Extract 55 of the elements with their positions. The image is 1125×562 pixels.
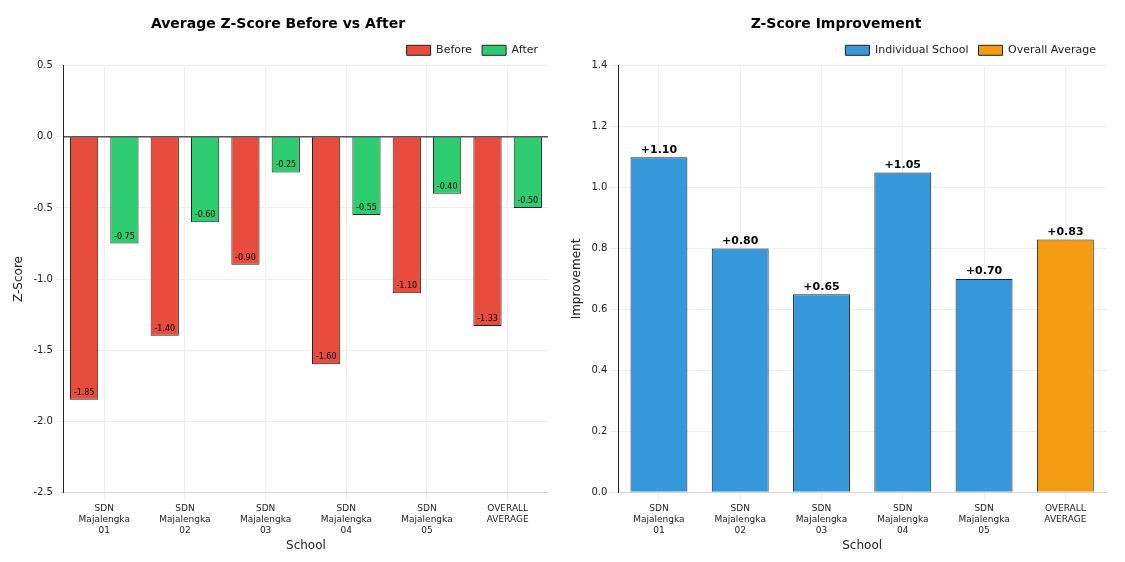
x-tick-label: SDN Majalengka 05 bbox=[401, 502, 453, 535]
data-label: -1.10 bbox=[396, 281, 418, 291]
legend-label: Before bbox=[436, 43, 473, 57]
x-tick-label: SDN Majalengka 02 bbox=[714, 502, 766, 535]
y-tick-label: -2.5 bbox=[33, 485, 53, 497]
data-label: -0.40 bbox=[436, 181, 458, 191]
data-label: -0.50 bbox=[517, 196, 539, 206]
data-label: -0.60 bbox=[194, 210, 216, 220]
y-tick-label: -0.5 bbox=[33, 201, 53, 213]
y-tick-label: 1.2 bbox=[591, 120, 608, 132]
data-label: -1.85 bbox=[73, 387, 95, 397]
data-label: +0.83 bbox=[1047, 224, 1084, 238]
y-tick-label: 0.6 bbox=[591, 303, 608, 315]
x-tick-label: SDN Majalengka 03 bbox=[239, 502, 292, 535]
chart-title: Average Z-Score Before vs After bbox=[150, 15, 406, 32]
y-tick-label: -1.0 bbox=[33, 272, 53, 284]
data-label: -1.60 bbox=[315, 352, 337, 362]
y-tick-label: -2.0 bbox=[33, 414, 53, 426]
legend-label: After bbox=[511, 43, 539, 57]
y-tick-label: -1.5 bbox=[33, 343, 53, 355]
x-tick-label: SDN Majalengka 01 bbox=[78, 502, 130, 535]
legend-label: Individual School bbox=[874, 43, 969, 57]
data-label: -0.90 bbox=[235, 252, 256, 262]
y-tick-label: 0.5 bbox=[37, 59, 53, 71]
x-tick-label: OVERALL AVERAGE bbox=[486, 502, 529, 524]
data-label: +1.05 bbox=[884, 157, 921, 171]
y-tick-label: 0.2 bbox=[591, 424, 608, 436]
y-tick-label: 0.8 bbox=[591, 242, 608, 254]
y-tick-label: 0.0 bbox=[591, 485, 608, 497]
data-label: -0.55 bbox=[356, 203, 377, 213]
data-label: -1.33 bbox=[477, 313, 498, 323]
x-tick-label: SDN Majalengka 03 bbox=[795, 502, 848, 535]
x-tick-label: SDN Majalengka 04 bbox=[320, 502, 372, 535]
x-tick-label: SDN Majalengka 02 bbox=[159, 502, 211, 535]
data-label: +1.10 bbox=[640, 142, 678, 156]
data-label: +0.65 bbox=[803, 279, 840, 293]
legend-label: Overall Average bbox=[1008, 43, 1097, 57]
y-axis-title: Improvement bbox=[569, 238, 584, 320]
x-tick-label: SDN Majalengka 04 bbox=[877, 502, 929, 535]
data-label: -0.75 bbox=[114, 231, 135, 241]
y-axis-title: Z-Score bbox=[11, 256, 26, 302]
y-tick-label: 0.0 bbox=[37, 130, 53, 142]
x-tick-label: OVERALL AVERAGE bbox=[1044, 502, 1087, 524]
data-label: +0.70 bbox=[965, 264, 1003, 278]
data-label: +0.80 bbox=[722, 233, 759, 247]
data-label: -0.25 bbox=[275, 160, 297, 170]
y-tick-label: 1.0 bbox=[591, 181, 608, 193]
y-tick-label: 0.4 bbox=[591, 363, 608, 375]
x-tick-label: SDN Majalengka 05 bbox=[958, 502, 1010, 535]
x-axis-title: School bbox=[842, 537, 883, 552]
y-tick-label: 1.4 bbox=[591, 59, 608, 71]
x-axis-title: School bbox=[286, 537, 326, 552]
chart-title: Z-Score Improvement bbox=[750, 15, 922, 32]
data-label: -1.40 bbox=[154, 323, 176, 333]
x-tick-label: SDN Majalengka 01 bbox=[633, 502, 685, 535]
